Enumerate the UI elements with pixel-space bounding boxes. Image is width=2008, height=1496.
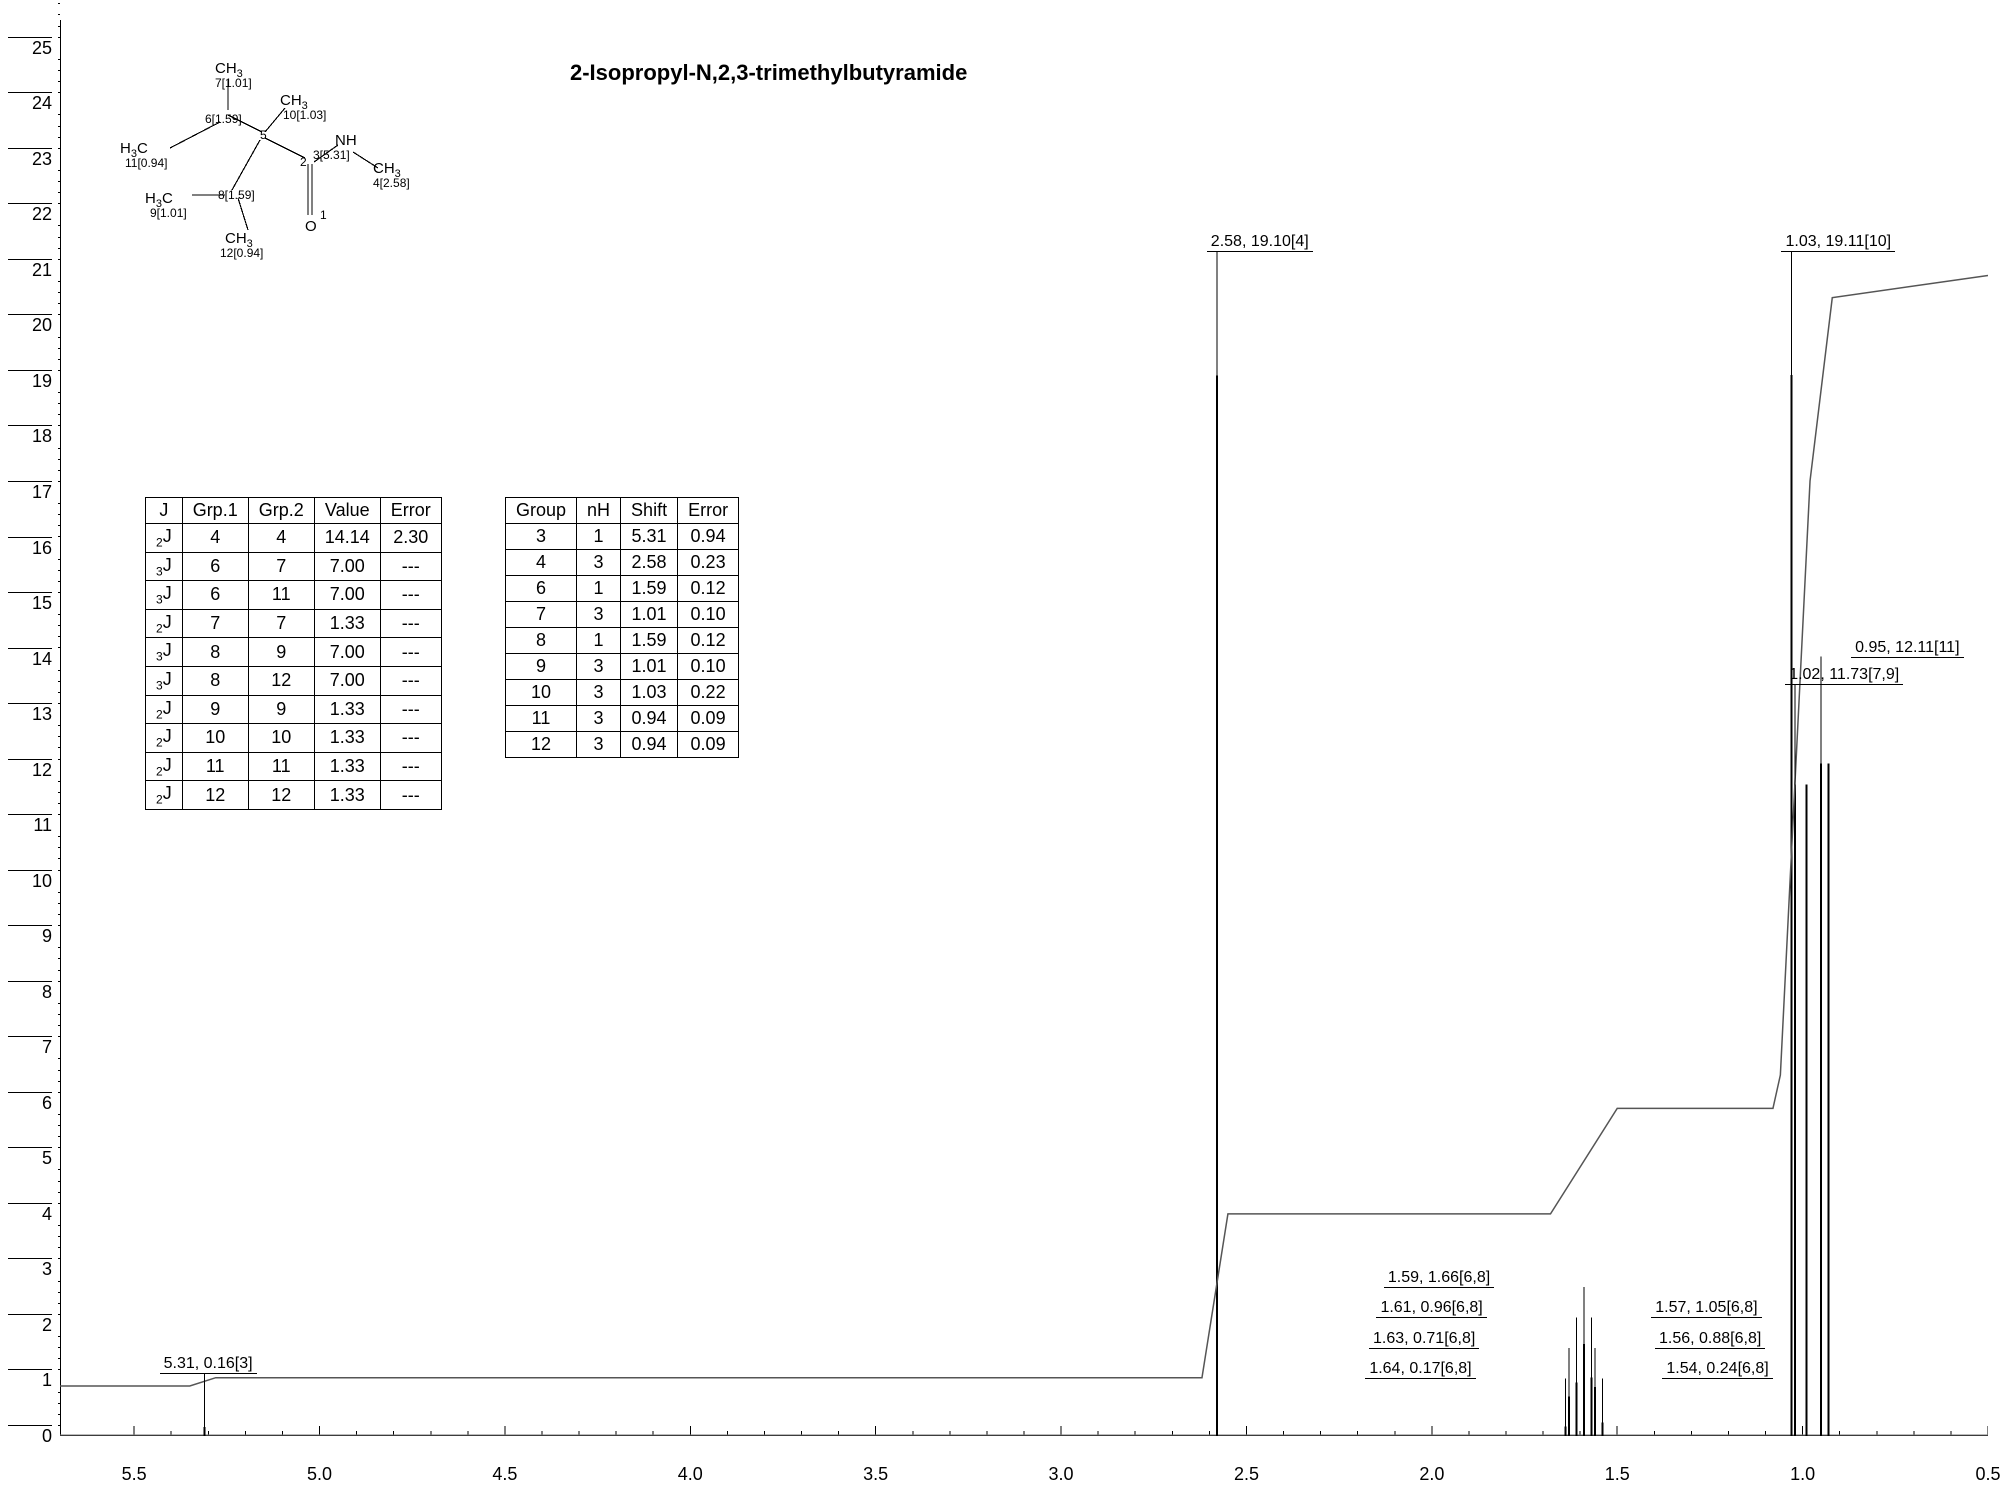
x-tick-label: 5.5 bbox=[122, 1464, 147, 1485]
y-tick-label: 5 bbox=[8, 1147, 52, 1169]
y-tick-label: 11 bbox=[8, 814, 52, 836]
table-row: 1130.940.09 bbox=[506, 706, 739, 732]
structure-shift-annotation: 11[0.94] bbox=[125, 156, 167, 170]
table-row: 2J12121.33--- bbox=[146, 781, 442, 810]
table-row: 2J10101.33--- bbox=[146, 724, 442, 753]
table-row: 2J11111.33--- bbox=[146, 752, 442, 781]
x-tick-label: 2.0 bbox=[1419, 1464, 1444, 1485]
table-row: 2J4414.142.30 bbox=[146, 524, 442, 553]
y-tick-label: 25 bbox=[8, 37, 52, 59]
peak-label: 1.57, 1.05[6,8] bbox=[1651, 1299, 1761, 1318]
table-header: Error bbox=[678, 498, 739, 524]
y-tick-label: 13 bbox=[8, 703, 52, 725]
structure-shift-annotation: 3[5.31] bbox=[313, 148, 350, 162]
y-tick-label: 20 bbox=[8, 314, 52, 336]
x-tick-label: 0.5 bbox=[1975, 1464, 2000, 1485]
y-tick-label: 15 bbox=[8, 592, 52, 614]
peak-label: 1.63, 0.71[6,8] bbox=[1369, 1330, 1479, 1349]
table-row: 432.580.23 bbox=[506, 550, 739, 576]
structure-atom-label: O bbox=[305, 218, 317, 235]
peak-label: 2.58, 19.10[4] bbox=[1207, 233, 1313, 252]
x-tick-label: 1.5 bbox=[1605, 1464, 1630, 1485]
x-tick-label: 3.0 bbox=[1049, 1464, 1074, 1485]
table-row: 3J6117.00--- bbox=[146, 581, 442, 610]
x-axis: 5.55.04.54.03.53.02.52.01.51.00.5 bbox=[60, 1436, 1988, 1496]
table-row: 811.590.12 bbox=[506, 628, 739, 654]
y-tick-label: 10 bbox=[8, 870, 52, 892]
x-tick-label: 1.0 bbox=[1790, 1464, 1815, 1485]
y-tick-label: 19 bbox=[8, 370, 52, 392]
x-tick-label: 2.5 bbox=[1234, 1464, 1259, 1485]
table-header: Grp.1 bbox=[182, 498, 248, 524]
y-tick-label: 12 bbox=[8, 759, 52, 781]
y-tick-label: 21 bbox=[8, 259, 52, 281]
y-tick-label: 4 bbox=[8, 1203, 52, 1225]
x-tick-label: 5.0 bbox=[307, 1464, 332, 1485]
compound-title: 2-Isopropyl-N,2,3-trimethylbutyramide bbox=[570, 60, 967, 86]
table-header: Value bbox=[314, 498, 380, 524]
peak-label: 5.31, 0.16[3] bbox=[160, 1355, 257, 1374]
structure-atom-label: 6[1.59] bbox=[205, 112, 242, 126]
y-tick-label: 6 bbox=[8, 1092, 52, 1114]
table-row: 3J677.00--- bbox=[146, 552, 442, 581]
y-tick-label: 1 bbox=[8, 1369, 52, 1391]
table-header: Group bbox=[506, 498, 577, 524]
y-tick-label: 3 bbox=[8, 1258, 52, 1280]
table-row: 611.590.12 bbox=[506, 576, 739, 602]
molecular-structure: CH37[1.01]CH310[1.03]6[1.59]52H3C11[0.94… bbox=[120, 60, 420, 320]
x-tick-label: 4.0 bbox=[678, 1464, 703, 1485]
y-tick-label: 22 bbox=[8, 203, 52, 225]
x-tick-label: 3.5 bbox=[863, 1464, 888, 1485]
y-tick-label: 17 bbox=[8, 481, 52, 503]
table-header: Grp.2 bbox=[248, 498, 314, 524]
y-tick-label: 8 bbox=[8, 981, 52, 1003]
structure-shift-annotation: 4[2.58] bbox=[373, 176, 410, 190]
coupling-constants-table: JGrp.1Grp.2ValueError2J4414.142.303J677.… bbox=[145, 497, 442, 810]
table-row: 1230.940.09 bbox=[506, 732, 739, 758]
peak-label: 1.59, 1.66[6,8] bbox=[1384, 1269, 1494, 1288]
y-tick-label: 24 bbox=[8, 92, 52, 114]
peak-label: 1.54, 0.24[6,8] bbox=[1662, 1360, 1772, 1379]
peak-label: 1.56, 0.88[6,8] bbox=[1655, 1330, 1765, 1349]
structure-atom-label: 8[1.59] bbox=[218, 188, 255, 202]
table-row: 731.010.10 bbox=[506, 602, 739, 628]
x-tick-label: 4.5 bbox=[492, 1464, 517, 1485]
peak-label: 0.95, 12.11[11] bbox=[1851, 639, 1963, 658]
y-axis: 0123456789101112131415161718192021222324… bbox=[0, 20, 60, 1436]
table-row: 3J897.00--- bbox=[146, 638, 442, 667]
structure-atom-label: 5 bbox=[260, 128, 267, 142]
table-header: J bbox=[146, 498, 183, 524]
y-tick-label: 2 bbox=[8, 1314, 52, 1336]
table-row: 315.310.94 bbox=[506, 524, 739, 550]
table-row: 931.010.10 bbox=[506, 654, 739, 680]
table-row: 2J771.33--- bbox=[146, 609, 442, 638]
peak-label: 1.02, 11.73[7,9] bbox=[1785, 666, 1903, 685]
structure-shift-annotation: 7[1.01] bbox=[215, 76, 252, 90]
y-tick-label: 7 bbox=[8, 1036, 52, 1058]
y-tick-label: 0 bbox=[8, 1425, 52, 1447]
y-tick-label: 9 bbox=[8, 925, 52, 947]
peak-label: 1.03, 19.11[10] bbox=[1781, 233, 1895, 252]
table-header: nH bbox=[577, 498, 621, 524]
y-tick-label: 16 bbox=[8, 537, 52, 559]
chemical-shifts-table: GroupnHShiftError315.310.94432.580.23611… bbox=[505, 497, 739, 758]
structure-atom-label: NH bbox=[335, 132, 357, 149]
table-row: 3J8127.00--- bbox=[146, 666, 442, 695]
table-header: Shift bbox=[621, 498, 678, 524]
structure-atom-label: 2 bbox=[300, 155, 307, 169]
table-row: 2J991.33--- bbox=[146, 695, 442, 724]
peak-label: 1.64, 0.17[6,8] bbox=[1365, 1360, 1475, 1379]
structure-shift-annotation: 12[0.94] bbox=[220, 246, 263, 260]
table-row: 1031.030.22 bbox=[506, 680, 739, 706]
structure-shift-annotation: 10[1.03] bbox=[283, 108, 326, 122]
peak-label: 1.61, 0.96[6,8] bbox=[1376, 1299, 1486, 1318]
structure-atom-label: 1 bbox=[320, 208, 327, 222]
y-tick-label: 23 bbox=[8, 148, 52, 170]
y-tick-label: 18 bbox=[8, 425, 52, 447]
table-header: Error bbox=[380, 498, 441, 524]
structure-shift-annotation: 9[1.01] bbox=[150, 206, 187, 220]
y-tick-label: 14 bbox=[8, 648, 52, 670]
